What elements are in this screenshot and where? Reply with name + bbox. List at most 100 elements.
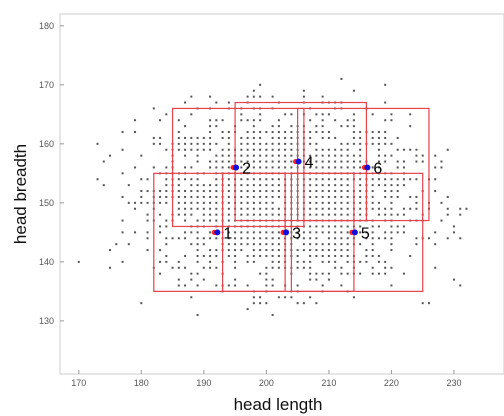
data-point bbox=[246, 195, 249, 198]
x-tick-label: 180 bbox=[134, 378, 149, 388]
data-point bbox=[334, 266, 337, 269]
data-point bbox=[252, 131, 255, 134]
data-point bbox=[277, 166, 280, 169]
data-point bbox=[277, 119, 280, 122]
data-point bbox=[390, 231, 393, 234]
data-point bbox=[252, 237, 255, 240]
x-tick-label: 190 bbox=[196, 378, 211, 388]
data-point bbox=[265, 302, 268, 305]
data-point bbox=[277, 148, 280, 151]
data-point bbox=[390, 195, 393, 198]
data-point bbox=[259, 190, 262, 193]
data-point bbox=[440, 166, 443, 169]
cluster-box bbox=[171, 107, 305, 228]
data-point bbox=[127, 184, 130, 187]
data-point bbox=[377, 160, 380, 163]
data-point bbox=[346, 201, 349, 204]
data-point bbox=[315, 154, 318, 157]
centroid-point bbox=[233, 164, 240, 171]
data-point bbox=[184, 154, 187, 157]
data-point bbox=[365, 254, 368, 257]
data-point bbox=[290, 131, 293, 134]
data-point bbox=[296, 266, 299, 269]
data-point bbox=[396, 166, 399, 169]
data-point bbox=[252, 125, 255, 128]
data-point bbox=[215, 266, 218, 269]
data-point bbox=[402, 225, 405, 228]
data-point bbox=[346, 142, 349, 145]
data-point bbox=[265, 207, 268, 210]
data-point bbox=[184, 284, 187, 287]
data-point bbox=[246, 213, 249, 216]
data-point bbox=[165, 190, 168, 193]
data-point bbox=[177, 201, 180, 204]
data-point bbox=[365, 249, 368, 252]
centroid-label: 5 bbox=[361, 225, 370, 242]
data-point bbox=[359, 131, 362, 134]
data-point bbox=[315, 113, 318, 116]
data-point bbox=[265, 142, 268, 145]
data-point bbox=[227, 101, 230, 104]
data-point bbox=[165, 254, 168, 257]
data-point bbox=[246, 166, 249, 169]
centroid-point bbox=[283, 229, 290, 236]
data-point bbox=[196, 231, 199, 234]
data-point bbox=[215, 207, 218, 210]
centroid-label: 4 bbox=[305, 155, 314, 172]
data-point bbox=[346, 125, 349, 128]
data-point bbox=[402, 160, 405, 163]
data-point bbox=[227, 284, 230, 287]
data-point bbox=[390, 178, 393, 181]
data-point bbox=[159, 119, 162, 122]
data-point bbox=[215, 178, 218, 181]
data-point bbox=[265, 272, 268, 275]
data-point bbox=[146, 201, 149, 204]
data-point bbox=[259, 95, 262, 98]
data-point bbox=[384, 119, 387, 122]
data-point bbox=[309, 190, 312, 193]
data-point bbox=[184, 254, 187, 257]
data-point bbox=[196, 195, 199, 198]
data-point bbox=[259, 201, 262, 204]
data-point bbox=[134, 231, 137, 234]
data-point bbox=[321, 160, 324, 163]
data-point bbox=[252, 249, 255, 252]
data-point bbox=[309, 260, 312, 263]
data-point bbox=[240, 195, 243, 198]
data-point bbox=[346, 243, 349, 246]
data-point bbox=[209, 219, 212, 222]
data-point bbox=[121, 231, 124, 234]
data-point bbox=[302, 243, 305, 246]
data-point bbox=[252, 243, 255, 246]
data-point bbox=[202, 278, 205, 281]
data-point bbox=[402, 178, 405, 181]
data-point bbox=[340, 284, 343, 287]
data-point bbox=[140, 154, 143, 157]
data-point bbox=[140, 178, 143, 181]
data-point bbox=[390, 119, 393, 122]
data-point bbox=[409, 113, 412, 116]
data-point bbox=[384, 195, 387, 198]
data-point bbox=[346, 119, 349, 122]
data-point bbox=[246, 284, 249, 287]
data-point bbox=[246, 131, 249, 134]
data-point bbox=[415, 243, 418, 246]
data-point bbox=[271, 136, 274, 139]
data-point bbox=[346, 272, 349, 275]
data-point bbox=[434, 166, 437, 169]
data-point bbox=[309, 231, 312, 234]
data-point bbox=[202, 148, 205, 151]
data-point bbox=[340, 184, 343, 187]
data-point bbox=[340, 195, 343, 198]
data-point bbox=[377, 154, 380, 157]
data-point bbox=[371, 178, 374, 181]
data-point bbox=[234, 249, 237, 252]
data-point bbox=[321, 131, 324, 134]
data-point bbox=[152, 107, 155, 110]
data-point bbox=[377, 131, 380, 134]
data-point bbox=[334, 136, 337, 139]
data-point bbox=[371, 237, 374, 240]
data-point bbox=[240, 237, 243, 240]
data-point bbox=[152, 166, 155, 169]
data-point bbox=[227, 249, 230, 252]
